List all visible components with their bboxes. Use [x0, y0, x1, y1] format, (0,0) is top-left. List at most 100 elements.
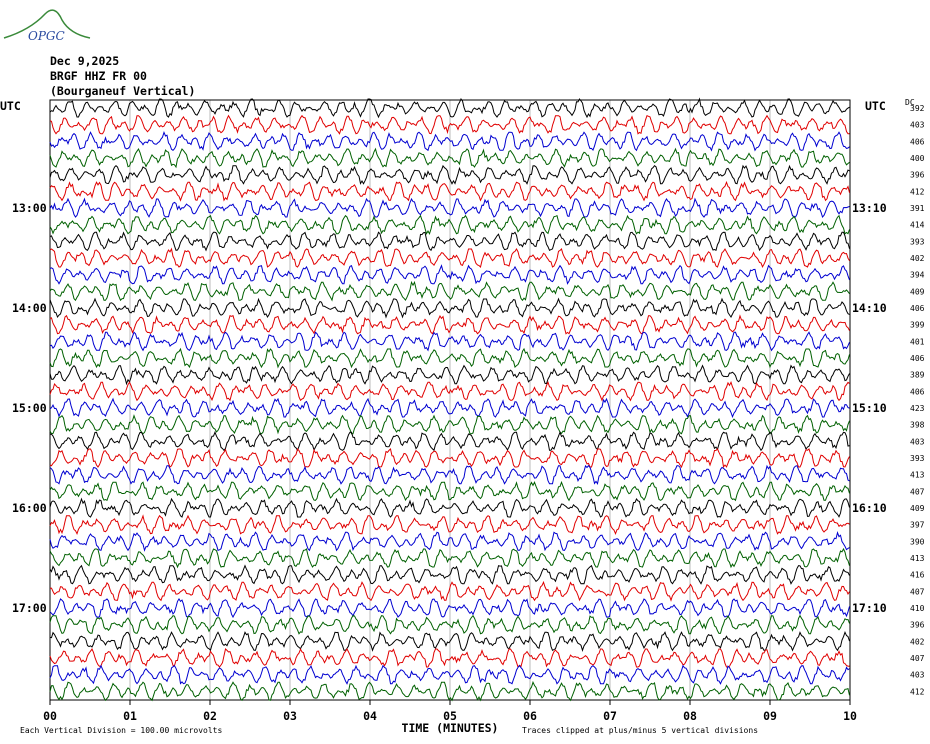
dc-value: 402 — [910, 637, 925, 646]
x-tick-label: 10 — [843, 709, 857, 723]
trace — [49, 214, 850, 236]
dc-value: 392 — [910, 104, 925, 113]
left-time-label: 16:00 — [12, 501, 47, 515]
dc-value: 407 — [910, 487, 925, 496]
right-time-label: 14:10 — [852, 301, 887, 315]
left-time-label: 13:00 — [12, 201, 47, 215]
trace — [49, 614, 850, 635]
trace — [49, 598, 850, 619]
right-time-label: 16:10 — [852, 501, 887, 515]
dc-value: 396 — [910, 621, 925, 630]
dc-value: 409 — [910, 504, 925, 513]
dc-value: 396 — [910, 171, 925, 180]
dc-value: 399 — [910, 321, 925, 330]
right-time-label: 13:10 — [852, 201, 887, 215]
dc-value: 413 — [910, 471, 925, 480]
dc-value: 403 — [910, 121, 925, 130]
location: (Bourganeuf Vertical) — [50, 84, 195, 98]
trace — [49, 448, 850, 469]
clip-note: Traces clipped at plus/minus 5 vertical … — [522, 726, 758, 735]
dc-value: 401 — [910, 337, 925, 346]
trace — [49, 414, 850, 435]
x-tick-label: 03 — [283, 709, 297, 723]
x-tick-label: 09 — [763, 709, 777, 723]
trace — [49, 397, 850, 419]
dc-label: DC — [905, 98, 915, 107]
trace — [49, 247, 850, 268]
dc-value: 406 — [910, 387, 925, 396]
x-axis-title: TIME (MINUTES) — [402, 721, 499, 735]
dc-value: 393 — [910, 454, 925, 463]
trace — [49, 430, 850, 452]
trace — [49, 331, 850, 352]
dc-value: 407 — [910, 654, 925, 663]
dc-value: 407 — [910, 587, 925, 596]
dc-value: 412 — [910, 687, 925, 696]
dc-value: 403 — [910, 437, 925, 446]
right-time-label: UTC — [865, 99, 886, 113]
trace — [49, 231, 850, 252]
right-time-label: 17:10 — [852, 601, 887, 615]
left-time-label: 17:00 — [12, 601, 47, 615]
dc-value: 402 — [910, 254, 925, 263]
trace — [49, 314, 850, 335]
dc-value: 414 — [910, 221, 925, 230]
dc-value: 400 — [910, 154, 925, 163]
dc-value: 406 — [910, 354, 925, 363]
trace — [49, 514, 850, 536]
x-tick-label: 06 — [523, 709, 537, 723]
trace — [49, 380, 850, 402]
dc-value: 394 — [910, 271, 925, 280]
trace — [49, 680, 850, 702]
left-time-label: UTC — [0, 99, 21, 113]
x-tick-label: 04 — [363, 709, 377, 723]
x-tick-label: 00 — [43, 709, 57, 723]
left-time-label: 14:00 — [12, 301, 47, 315]
trace — [49, 480, 850, 502]
x-tick-label: 08 — [683, 709, 697, 723]
dc-value: 391 — [910, 204, 925, 213]
trace — [49, 647, 850, 668]
trace — [49, 497, 850, 518]
x-tick-label: 05 — [443, 709, 457, 723]
trace — [49, 580, 850, 602]
logo: OPGC — [28, 29, 65, 43]
trace — [49, 130, 850, 152]
dc-value: 389 — [910, 371, 925, 380]
dc-value: 413 — [910, 554, 925, 563]
trace — [49, 630, 850, 652]
dc-value: 398 — [910, 421, 925, 430]
trace — [49, 297, 850, 319]
dc-value: 397 — [910, 521, 925, 530]
trace — [49, 464, 850, 486]
dc-value: 390 — [910, 537, 925, 546]
right-time-label: 15:10 — [852, 401, 887, 415]
trace — [49, 147, 850, 169]
left-time-label: 15:00 — [12, 401, 47, 415]
dc-value: 409 — [910, 287, 925, 296]
logo-arc — [3, 9, 91, 39]
trace — [49, 531, 850, 552]
trace — [49, 564, 850, 585]
trace — [49, 364, 850, 386]
date: Dec 9,2025 — [50, 54, 119, 68]
x-tick-label: 02 — [203, 709, 217, 723]
trace — [49, 280, 850, 302]
trace — [49, 347, 850, 369]
trace — [49, 164, 850, 185]
trace — [49, 114, 850, 135]
trace — [49, 664, 850, 685]
trace — [49, 180, 850, 202]
trace — [49, 547, 850, 569]
dc-value: 406 — [910, 304, 925, 313]
dc-value: 416 — [910, 571, 925, 580]
dc-value: 412 — [910, 187, 925, 196]
x-tick-label: 01 — [123, 709, 137, 723]
station: BRGF HHZ FR 00 — [50, 69, 147, 83]
trace — [49, 97, 850, 119]
scale-note: Each Vertical Division = 100.00 microvol… — [20, 726, 222, 735]
trace — [49, 264, 850, 285]
dc-value: 393 — [910, 237, 925, 246]
dc-value: 410 — [910, 604, 925, 613]
